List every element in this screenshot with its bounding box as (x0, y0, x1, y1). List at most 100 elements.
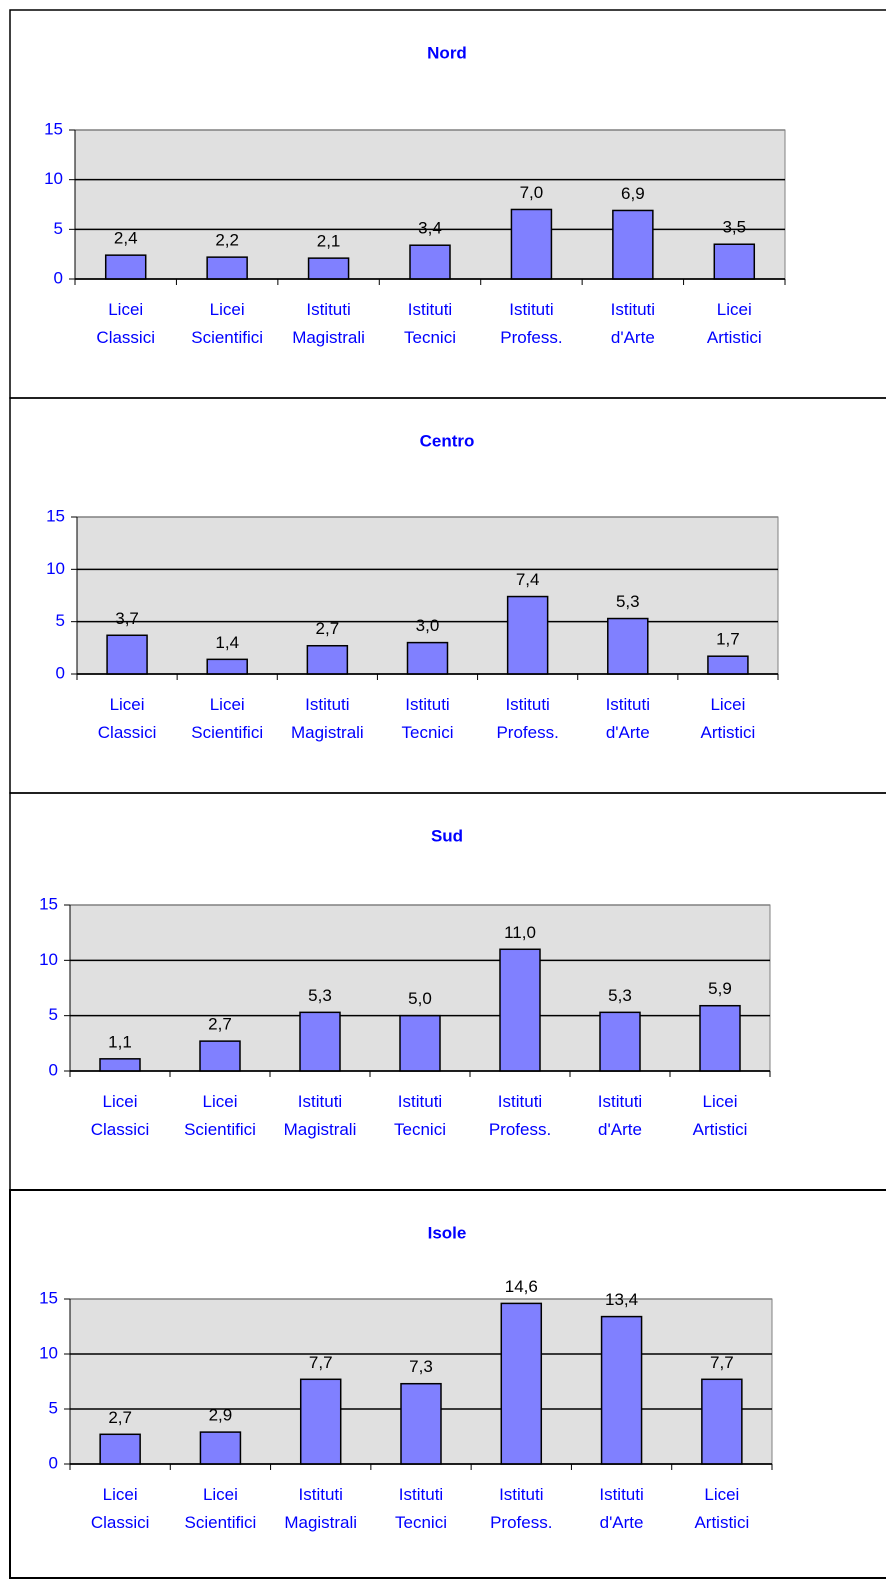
value-label: 11,0 (504, 923, 536, 942)
bar (99, 1058, 141, 1072)
x-tick-label: Istituti Profess. (490, 1485, 553, 1532)
y-tick-label: 10 (39, 950, 58, 969)
value-label: 1,1 (108, 1032, 132, 1051)
x-tick-label: Istituti d'Arte (610, 300, 656, 347)
bar (713, 243, 756, 280)
value-label: 2,7 (108, 1408, 132, 1427)
value-label: 5,9 (708, 979, 732, 998)
bar (707, 655, 749, 675)
value-label: 5,3 (308, 986, 332, 1005)
value-label: 2,9 (209, 1406, 233, 1425)
x-tick-label: Licei Artistici (694, 1485, 750, 1532)
value-label: 5,3 (616, 592, 640, 611)
x-tick-label: Istituti Magistrali (290, 695, 364, 742)
bar (206, 658, 248, 675)
bar (699, 1004, 741, 1072)
bar (104, 254, 147, 280)
y-tick-label: 10 (39, 1343, 58, 1362)
bar (400, 1382, 442, 1465)
bar (406, 641, 449, 675)
x-tick-label: Licei Artistici (706, 300, 762, 347)
x-tick-label: Istituti d'Arte (599, 1485, 644, 1532)
x-tick-label: Istituti Magistrali (284, 1485, 358, 1532)
value-label: 3,5 (722, 218, 746, 237)
bar (307, 257, 350, 280)
x-tick-label: Istituti Tecnici (394, 1092, 446, 1139)
x-tick-label: Licei Scientifici (184, 1092, 256, 1139)
x-tick-label: Istituti Tecnici (401, 695, 454, 742)
value-label: 3,0 (416, 616, 440, 635)
x-tick-label: Istituti Profess. (500, 300, 563, 347)
bar (199, 1431, 242, 1465)
y-tick-label: 0 (54, 268, 63, 287)
x-tick-label: Licei Classici (97, 695, 157, 742)
chart-title: Isole (428, 1223, 467, 1242)
value-label: 2,4 (114, 229, 138, 248)
bar (506, 595, 549, 675)
x-tick-label: Licei Scientifici (184, 1485, 257, 1532)
panel-border (9, 1189, 886, 1579)
value-label: 1,7 (716, 630, 740, 649)
value-label: 6,9 (621, 184, 645, 203)
value-label: 5,3 (608, 986, 632, 1005)
y-tick-label: 10 (44, 169, 63, 188)
value-label: 7,3 (409, 1357, 433, 1376)
bar (600, 1315, 643, 1465)
x-tick-label: Istituti Profess. (496, 695, 559, 742)
x-tick-label: Istituti Tecnici (404, 300, 456, 347)
y-tick-label: 0 (49, 1060, 58, 1079)
bar (106, 634, 148, 675)
x-tick-label: Licei Classici (90, 1092, 150, 1139)
x-tick-label: Licei Scientifici (191, 300, 264, 347)
y-tick-label: 5 (49, 1005, 58, 1024)
y-tick-label: 15 (39, 894, 58, 913)
x-tick-label: Istituti d'Arte (597, 1092, 643, 1139)
value-label: 3,7 (115, 609, 139, 628)
x-tick-label: Licei Artistici (700, 695, 756, 742)
bar (701, 1378, 743, 1465)
bar (599, 1011, 641, 1072)
x-tick-label: Istituti Profess. (488, 1092, 552, 1139)
bar (500, 1302, 543, 1465)
y-tick-label: 0 (49, 1453, 58, 1472)
value-label: 7,7 (710, 1353, 734, 1372)
value-label: 7,4 (516, 570, 540, 589)
value-label: 2,1 (317, 232, 341, 251)
x-tick-label: Licei Classici (96, 300, 155, 347)
bar (499, 948, 541, 1072)
chart-title: Sud (431, 826, 463, 845)
value-label: 13,4 (605, 1290, 638, 1309)
bar (306, 644, 349, 675)
x-tick-label: Istituti d'Arte (605, 695, 650, 742)
x-tick-label: Licei Scientifici (191, 695, 264, 742)
value-label: 3,4 (418, 219, 442, 238)
bar (607, 617, 649, 675)
value-label: 2,7 (208, 1015, 232, 1034)
value-label: 2,7 (316, 619, 340, 638)
bar (299, 1378, 342, 1465)
bar (299, 1011, 341, 1072)
y-tick-label: 15 (39, 1288, 58, 1307)
bar (206, 256, 248, 280)
value-label: 2,2 (215, 231, 239, 250)
y-tick-label: 5 (49, 1398, 58, 1417)
y-tick-label: 5 (54, 219, 63, 238)
bar (99, 1433, 141, 1465)
bar (409, 244, 451, 280)
x-tick-label: Istituti Magistrali (292, 300, 365, 347)
y-tick-label: 15 (46, 506, 65, 525)
value-label: 7,7 (309, 1353, 333, 1372)
bar (510, 208, 553, 280)
bar (399, 1014, 441, 1072)
y-tick-label: 5 (56, 611, 65, 630)
y-tick-label: 10 (46, 559, 65, 578)
value-label: 5,0 (408, 989, 432, 1008)
bar (199, 1040, 241, 1072)
y-tick-label: 15 (44, 119, 63, 138)
y-tick-label: 0 (56, 663, 65, 682)
value-label: 14,6 (505, 1277, 538, 1296)
x-tick-label: Istituti Magistrali (283, 1092, 357, 1139)
x-tick-label: Licei Classici (90, 1485, 150, 1532)
